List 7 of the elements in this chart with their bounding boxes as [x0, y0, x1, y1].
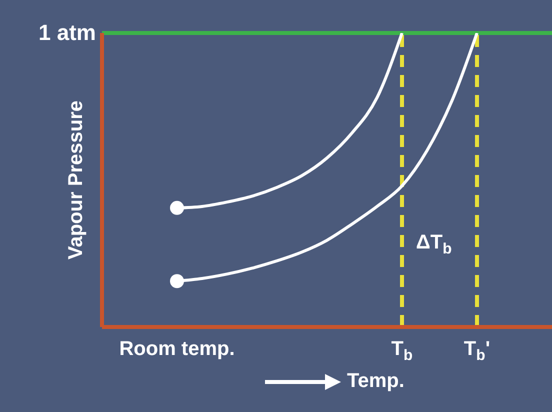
ref-line-label: 1 atm	[38, 20, 96, 45]
x-axis-title: Temp.	[347, 370, 404, 393]
annotation: ΔT$_{b}$	[416, 232, 452, 258]
x-tick-label: T$_{b}$	[391, 338, 413, 364]
y-axis-title: Vapour Pressure	[65, 100, 87, 260]
x-tick-label: T$_{b}$'	[464, 338, 490, 364]
x-tick-label: Room temp.	[119, 338, 235, 360]
